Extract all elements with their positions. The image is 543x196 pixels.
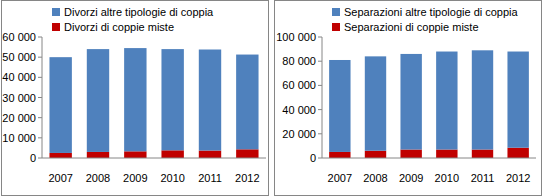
y-tick-label: 20 000: [2, 112, 36, 124]
bar: [400, 150, 421, 158]
y-tick-label: 60 000: [2, 31, 36, 43]
y-tick: [318, 61, 322, 62]
legend-label: Divorzi di coppie miste: [64, 21, 174, 33]
y-axis: [322, 37, 323, 158]
y-tick: [318, 109, 322, 110]
x-axis: [322, 158, 536, 159]
y-tick-label: 30 000: [2, 92, 36, 104]
y-tick-label: 0: [30, 152, 36, 164]
bar: [49, 57, 71, 153]
bar: [161, 49, 183, 150]
x-tick-label: 2012: [506, 172, 530, 184]
legend-swatch: [52, 23, 60, 31]
y-tick-label: 20 000: [282, 128, 316, 140]
chart-panel: 0 20 000 40 000 60 000 80 000 100 000 2007 2008…: [275, 1, 542, 196]
bar: [87, 49, 109, 152]
y-tick: [38, 158, 42, 159]
y-tick: [38, 117, 42, 118]
x-tick-label: 2010: [160, 172, 184, 184]
x-tick-label: 2011: [471, 172, 495, 184]
y-tick: [38, 137, 42, 138]
y-tick-label: 0: [310, 152, 316, 164]
y-tick-label: 50 000: [2, 51, 36, 63]
x-tick-label: 2012: [235, 172, 259, 184]
bar: [236, 149, 258, 158]
y-tick: [38, 97, 42, 98]
bars: [329, 50, 529, 158]
bar: [329, 60, 350, 152]
bar: [124, 151, 146, 158]
bar: [507, 148, 528, 158]
bar: [124, 48, 146, 151]
legend-label: Separazioni di coppie miste: [344, 21, 479, 33]
legend-swatch: [52, 8, 60, 16]
bar: [49, 153, 71, 158]
bar: [365, 151, 386, 158]
x-tick-label: 2009: [399, 172, 423, 184]
legend-label: Separazioni altre tipologie di coppia: [344, 6, 519, 18]
bar: [329, 152, 350, 158]
bar: [236, 55, 258, 150]
y-tick: [318, 85, 322, 86]
bar: [365, 56, 386, 150]
y-tick: [38, 37, 42, 38]
x-tick-label: 2009: [123, 172, 147, 184]
x-axis: [42, 158, 266, 159]
legend-swatch: [332, 8, 340, 16]
y-tick: [38, 57, 42, 58]
bar: [507, 52, 528, 148]
bars: [49, 48, 258, 158]
y-tick-label: 10 000: [2, 132, 36, 144]
bar: [472, 150, 493, 158]
legend-label: Divorzi altre tipologie di coppia: [64, 6, 214, 18]
legend-swatch: [332, 23, 340, 31]
y-tick: [38, 77, 42, 78]
panel-frame: [2, 1, 269, 196]
y-tick-label: 100 000: [276, 31, 316, 43]
x-tick-label: 2008: [363, 172, 387, 184]
bar: [161, 150, 183, 158]
y-tick-label: 40 000: [2, 71, 36, 83]
y-tick: [318, 133, 322, 134]
figure: 0 10 000 20 000 30 000 40 000 50 000 60 000 200…: [0, 0, 543, 196]
y-tick-label: 60 000: [282, 79, 316, 91]
bar: [472, 50, 493, 149]
bar: [87, 152, 109, 158]
y-tick-label: 40 000: [282, 104, 316, 116]
y-tick: [318, 158, 322, 159]
y-axis: [42, 37, 43, 158]
bar: [199, 151, 221, 158]
chart-panel: 0 10 000 20 000 30 000 40 000 50 000 60 000 200…: [2, 1, 269, 196]
bar: [400, 54, 421, 150]
y-tick: [318, 37, 322, 38]
x-tick-label: 2011: [198, 172, 222, 184]
bar: [436, 52, 457, 150]
x-tick-label: 2007: [48, 172, 72, 184]
x-tick-label: 2008: [86, 172, 110, 184]
bar: [199, 50, 221, 151]
x-tick-label: 2007: [328, 172, 352, 184]
panel-frame: [275, 1, 542, 196]
y-tick-label: 80 000: [282, 55, 316, 67]
x-tick-label: 2010: [435, 172, 459, 184]
bar: [436, 150, 457, 158]
